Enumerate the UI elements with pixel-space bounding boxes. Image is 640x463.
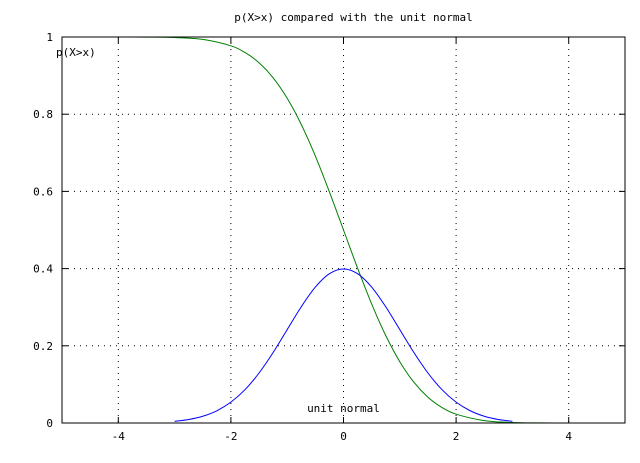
x-tick-label: 2 xyxy=(453,430,460,443)
y-tick-label: 1 xyxy=(46,31,53,44)
series-line-unit-normal xyxy=(174,268,513,422)
tick-layer: -4 -2 0 2 4 0 0.2 0.4 0.6 0.8 1 xyxy=(33,31,625,443)
chart-title: p(X>x) compared with the unit normal xyxy=(234,11,472,24)
series-layer xyxy=(62,36,625,424)
y-tick-label: 0.6 xyxy=(33,185,53,198)
y-tick-label: 0.8 xyxy=(33,108,53,121)
series-label-unit-normal: unit normal xyxy=(307,402,380,415)
y-tick-label: 0 xyxy=(46,417,53,430)
y-tick-label: 0.4 xyxy=(33,263,53,276)
y-tick-label: 0.2 xyxy=(33,340,53,353)
series-line-p-x-gt-x xyxy=(62,36,625,424)
x-tick-label: -2 xyxy=(224,430,237,443)
x-tick-label: 4 xyxy=(565,430,572,443)
x-tick-label: 0 xyxy=(340,430,347,443)
x-tick-label: -4 xyxy=(112,430,126,443)
series-label-p-x-gt-x: p(X>x) xyxy=(56,46,96,59)
